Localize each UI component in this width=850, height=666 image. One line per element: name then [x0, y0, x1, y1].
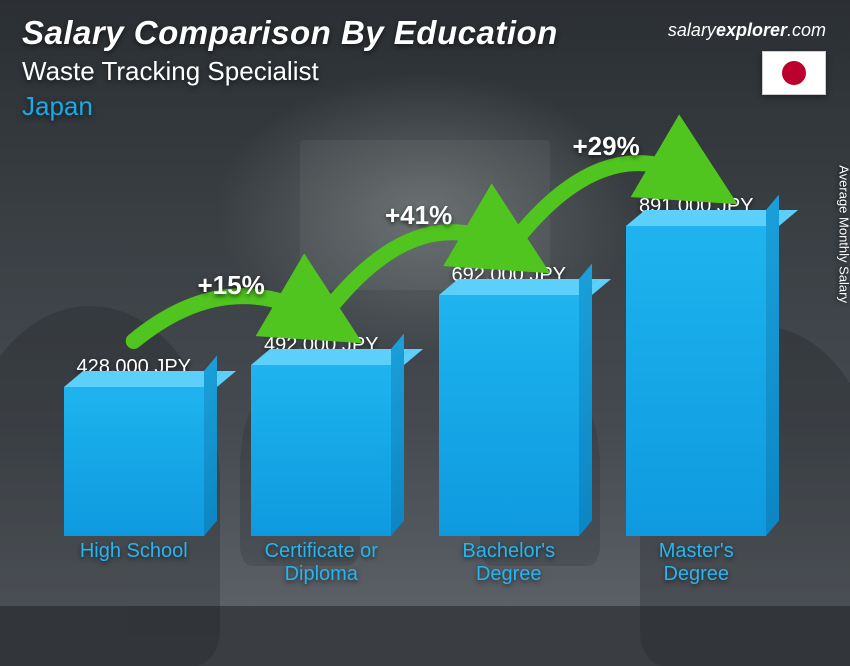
bar-side-face	[579, 264, 592, 536]
bar	[439, 295, 579, 536]
brand-suffix: .com	[787, 20, 826, 40]
y-axis-label: Average Monthly Salary	[837, 165, 850, 303]
chart-area: 428,000 JPY492,000 JPY692,000 JPY891,000…	[40, 140, 790, 590]
bars-container: 428,000 JPY492,000 JPY692,000 JPY891,000…	[40, 140, 790, 536]
bar-side-face	[391, 334, 404, 536]
bar-wrap: 492,000 JPY	[228, 334, 416, 536]
bar-front-face	[64, 387, 204, 536]
bar-side-face	[204, 356, 217, 536]
bar	[626, 226, 766, 536]
bar-top-face	[64, 371, 223, 387]
bar-wrap: 692,000 JPY	[415, 264, 603, 536]
category-label: Certificate orDiploma	[228, 540, 416, 590]
category-label: High School	[40, 540, 228, 590]
bar-wrap: 891,000 JPY	[603, 195, 791, 536]
bar-top-face	[251, 349, 410, 365]
category-labels: High SchoolCertificate orDiplomaBachelor…	[40, 540, 790, 590]
bar-side-face	[766, 195, 779, 536]
brand-prefix: salary	[668, 20, 716, 40]
bar	[64, 387, 204, 536]
bar	[251, 365, 391, 536]
bar-front-face	[439, 295, 579, 536]
bar-top-face	[439, 279, 598, 295]
brand-block: salaryexplorer.com	[668, 20, 826, 95]
bar-front-face	[626, 226, 766, 536]
bar-top-face	[626, 210, 785, 226]
bar-front-face	[251, 365, 391, 536]
bar-wrap: 428,000 JPY	[40, 356, 228, 536]
chart-country: Japan	[22, 91, 828, 122]
flag-japan	[762, 51, 826, 95]
brand-text: salaryexplorer.com	[668, 20, 826, 41]
flag-dot-icon	[782, 61, 806, 85]
category-label: Master'sDegree	[603, 540, 791, 590]
category-label: Bachelor'sDegree	[415, 540, 603, 590]
brand-bold: explorer	[716, 20, 787, 40]
